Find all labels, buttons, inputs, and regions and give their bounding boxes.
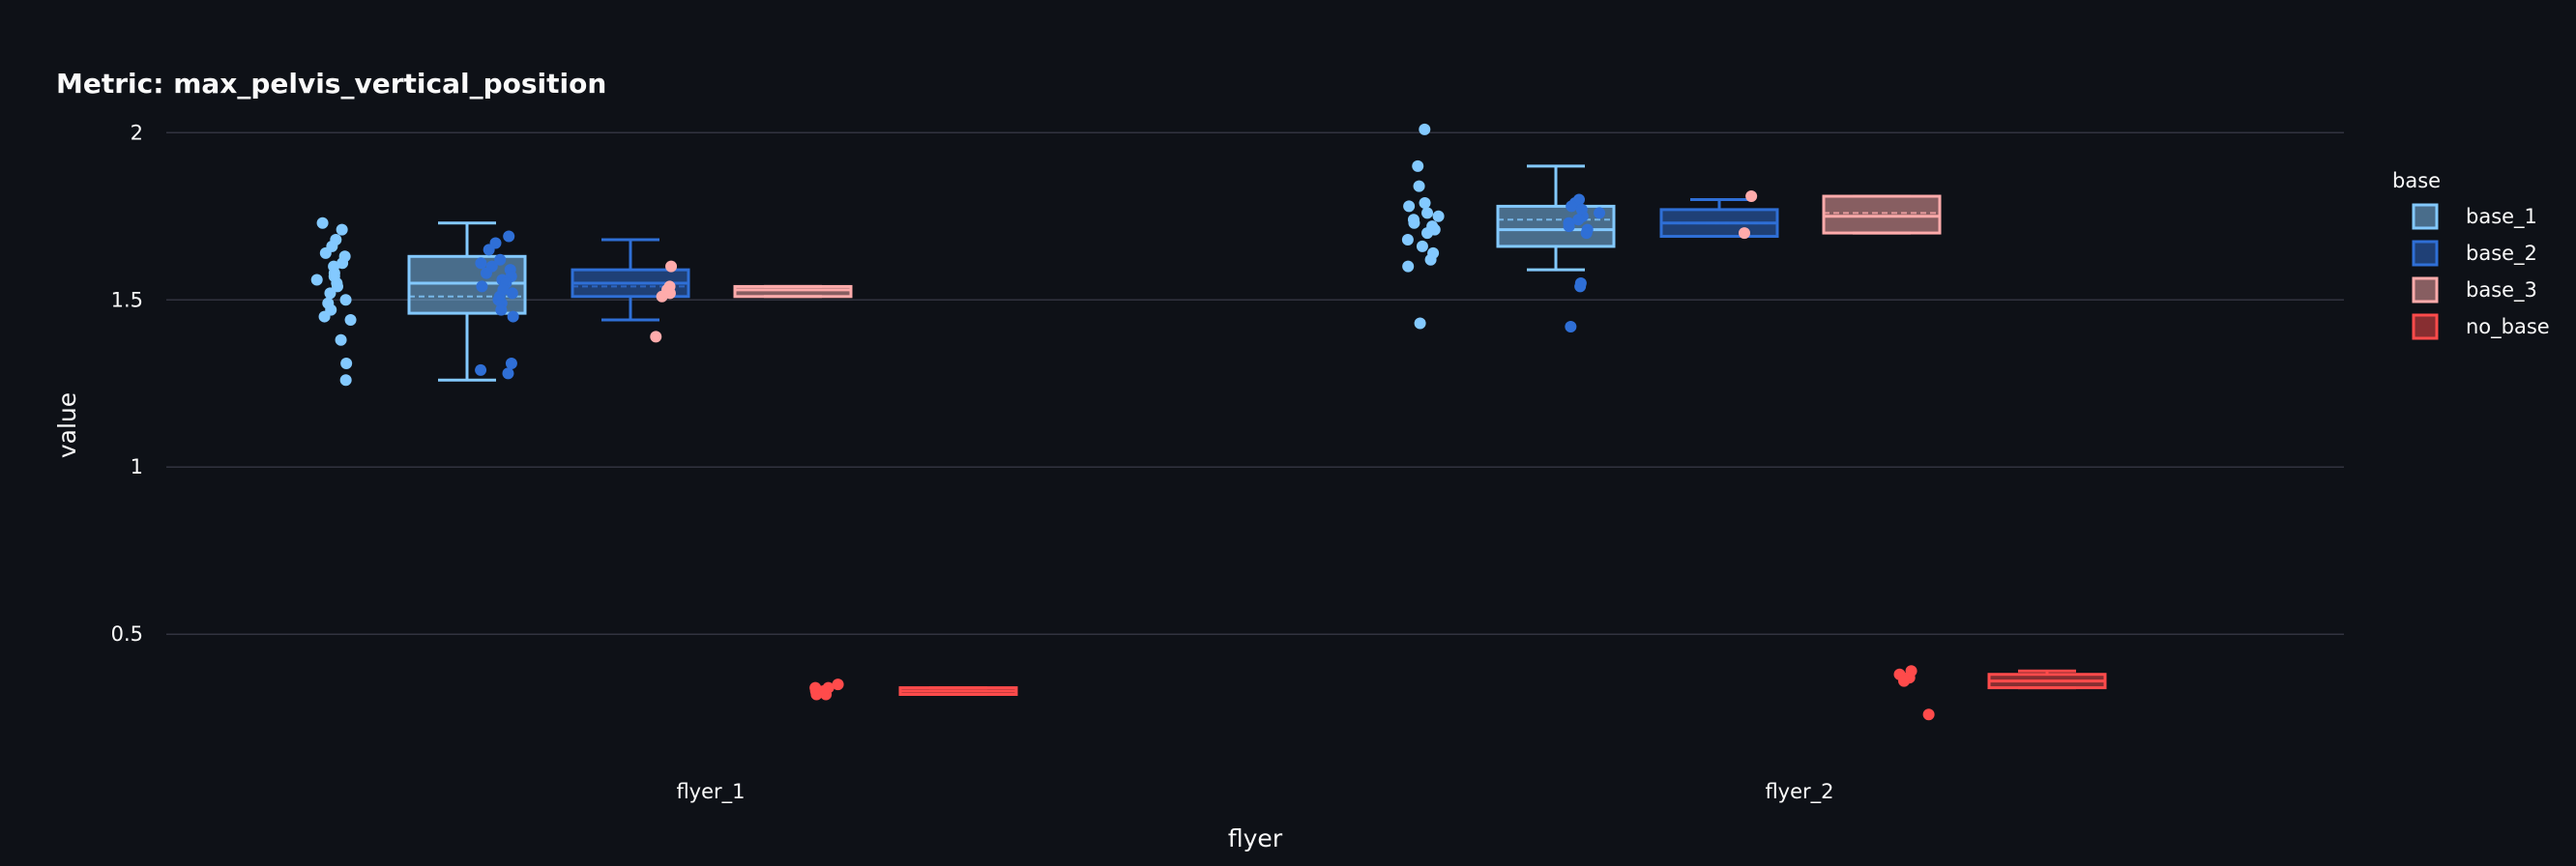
data-point [310, 274, 323, 286]
y-tick-label: 1.5 [111, 288, 143, 311]
data-point [506, 287, 518, 300]
legend-label-base_2: base_2 [2466, 242, 2537, 266]
data-point [1401, 234, 1414, 245]
x-axis-title: flyer [1228, 824, 1283, 852]
data-point [1922, 708, 1935, 721]
data-point [1403, 200, 1416, 213]
y-tick-label: 1 [131, 455, 143, 478]
data-point [335, 333, 347, 346]
chart-title: Metric: max_pelvis_vertical_position [56, 68, 607, 100]
data-point [1421, 227, 1434, 240]
data-point [324, 287, 337, 300]
data-point [832, 678, 844, 691]
legend-swatch-base_3 [2412, 276, 2439, 303]
data-point [656, 290, 668, 303]
y-tick-label: 2 [131, 121, 143, 144]
data-point [476, 280, 488, 293]
data-point [1563, 220, 1575, 233]
box-base_3-flyer_2 [1822, 194, 1942, 235]
data-point [475, 363, 487, 376]
data-point [332, 280, 344, 293]
data-point [1738, 227, 1750, 240]
data-point [339, 294, 352, 306]
data-point [507, 310, 519, 323]
data-point [820, 688, 833, 701]
data-point [1408, 216, 1420, 229]
data-point [316, 216, 329, 229]
data-point [1416, 240, 1428, 252]
legend-label-base_1: base_1 [2466, 205, 2537, 229]
data-point [1402, 260, 1415, 273]
data-point [650, 331, 662, 343]
data-point [1419, 123, 1431, 135]
data-point [1432, 210, 1445, 222]
data-point [318, 310, 331, 323]
data-point [340, 358, 353, 369]
data-point [494, 253, 507, 266]
data-point [1566, 200, 1578, 213]
data-point [1580, 227, 1593, 240]
y-axis-title: value [53, 392, 81, 458]
data-point [1572, 214, 1585, 226]
data-point [1414, 317, 1426, 330]
box-base_3-flyer_1 [733, 284, 853, 299]
data-point [1413, 180, 1425, 192]
data-point [1594, 207, 1606, 219]
data-point [336, 223, 348, 236]
data-point [1898, 675, 1911, 687]
legend-swatch-no_base [2412, 313, 2439, 340]
data-point [319, 246, 332, 259]
x-tick-label: flyer_2 [1765, 780, 1833, 804]
data-point [502, 367, 514, 380]
data-point [1745, 190, 1758, 203]
legend-swatch-base_1 [2412, 203, 2439, 230]
legend-title: base [2392, 169, 2441, 192]
data-point [665, 260, 678, 273]
x-tick-label: flyer_1 [676, 780, 745, 804]
data-point [475, 257, 487, 270]
data-point [1565, 320, 1577, 332]
legend-label-no_base: no_base [2466, 315, 2550, 339]
legend-swatch-base_2 [2412, 240, 2439, 267]
data-point [1419, 196, 1431, 209]
data-point [1421, 207, 1434, 219]
data-point [1574, 280, 1587, 293]
data-point [483, 244, 495, 256]
y-tick-label: 0.5 [111, 622, 143, 646]
data-point [505, 358, 517, 369]
data-point [503, 230, 515, 243]
data-point [1424, 253, 1437, 266]
data-point [810, 688, 823, 701]
data-point [1412, 159, 1424, 172]
legend-label-base_3: base_3 [2466, 278, 2537, 303]
data-point [339, 374, 352, 387]
data-point [480, 267, 492, 279]
data-point [344, 314, 357, 327]
data-point [495, 303, 508, 316]
